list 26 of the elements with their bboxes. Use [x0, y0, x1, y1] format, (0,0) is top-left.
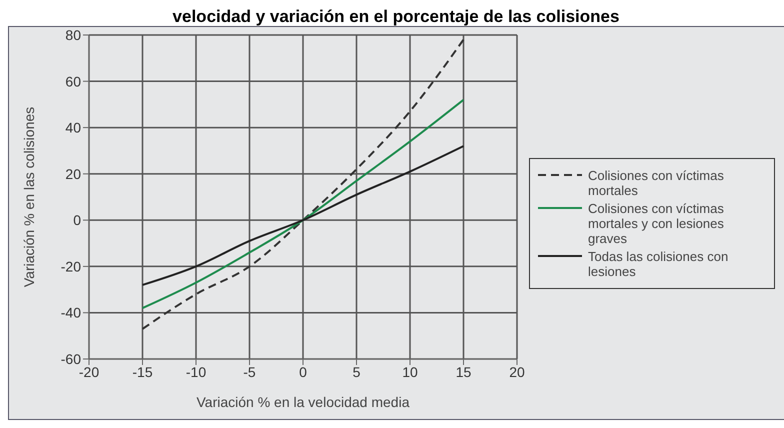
y-tick-label: 20 — [65, 166, 82, 182]
y-tick-label: 40 — [65, 120, 82, 136]
y-tick-label: -40 — [60, 304, 82, 321]
legend-label: Colisiones con víctimas mortales — [588, 168, 725, 198]
y-tick-label: -20 — [60, 258, 82, 274]
y-tick-label: 80 — [65, 26, 82, 43]
legend-label: Todas las colisiones con lesiones — [588, 248, 730, 278]
x-tick-label: 0 — [299, 364, 308, 380]
x-tick-label: -20 — [78, 364, 100, 380]
line-series — [142, 38, 464, 330]
y-tick-label: -60 — [60, 350, 82, 367]
x-tick-label: 5 — [352, 364, 361, 380]
y-tick-label: 0 — [73, 212, 82, 228]
line-series — [142, 98, 464, 310]
x-tick-label: 15 — [456, 364, 472, 380]
y-axis-title: Variación % en las colisiones — [20, 106, 37, 288]
y-tick-label: 60 — [65, 73, 82, 90]
chart-title: velocidad y variación en el porcentaje de las colisiones — [172, 7, 620, 26]
x-axis-title: Variación % en la velocidad media — [196, 394, 410, 410]
legend-label: Colisiones con víctimas mortales y con lesiones graves — [588, 200, 725, 246]
x-tick-label: -15 — [132, 364, 153, 380]
line-series — [142, 145, 464, 286]
x-tick-label: 20 — [509, 364, 525, 380]
x-tick-label: -10 — [186, 364, 206, 380]
x-tick-label: 10 — [402, 364, 418, 380]
x-tick-label: -5 — [243, 364, 256, 380]
